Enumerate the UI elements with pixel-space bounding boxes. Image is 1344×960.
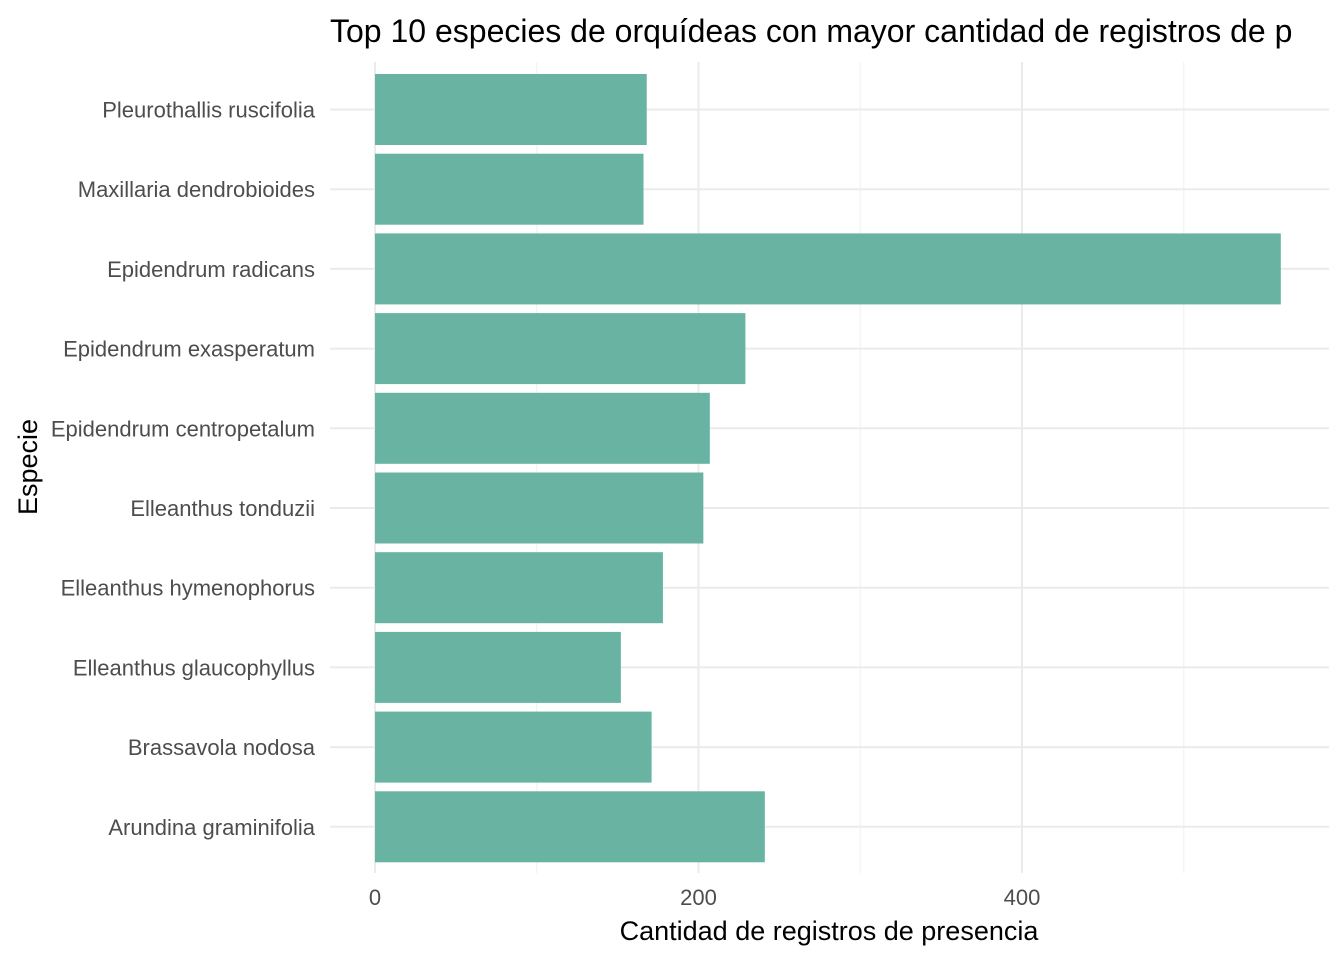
x-tick-labels: 0 200 400	[369, 885, 1040, 910]
x-tick-label: 0	[369, 885, 381, 910]
y-tick-label: Elleanthus glaucophyllus	[73, 655, 315, 680]
bar	[375, 313, 746, 385]
bar	[375, 392, 710, 464]
bar	[375, 791, 765, 863]
chart-title: Top 10 especies de orquídeas con mayor c…	[330, 13, 1292, 49]
x-tick-label: 400	[1004, 885, 1041, 910]
y-tick-label: Brassavola nodosa	[128, 735, 316, 760]
y-tick-label: Epidendrum radicans	[107, 257, 315, 282]
y-tick-label: Epidendrum centropetalum	[51, 416, 315, 441]
bar	[375, 153, 644, 225]
y-tick-label: Elleanthus hymenophorus	[61, 576, 315, 601]
bar	[375, 711, 652, 783]
y-tick-label: Arundina graminifolia	[108, 815, 315, 840]
bar	[375, 631, 621, 703]
x-axis-title: Cantidad de registros de presencia	[620, 916, 1040, 946]
x-tick-label: 200	[680, 885, 717, 910]
y-tick-label: Elleanthus tonduzii	[130, 496, 315, 521]
bar	[375, 74, 647, 145]
bar	[375, 472, 704, 544]
bars	[375, 74, 1281, 863]
bar	[375, 233, 1281, 305]
y-tick-label: Pleurothallis ruscifolia	[102, 98, 316, 123]
y-axis-title: Especie	[13, 419, 43, 515]
bar	[375, 552, 663, 624]
y-tick-label: Maxillaria dendrobioides	[78, 177, 315, 202]
y-tick-labels: Pleurothallis ruscifolia Maxillaria dendr…	[51, 98, 316, 840]
y-tick-label: Epidendrum exasperatum	[63, 337, 315, 362]
